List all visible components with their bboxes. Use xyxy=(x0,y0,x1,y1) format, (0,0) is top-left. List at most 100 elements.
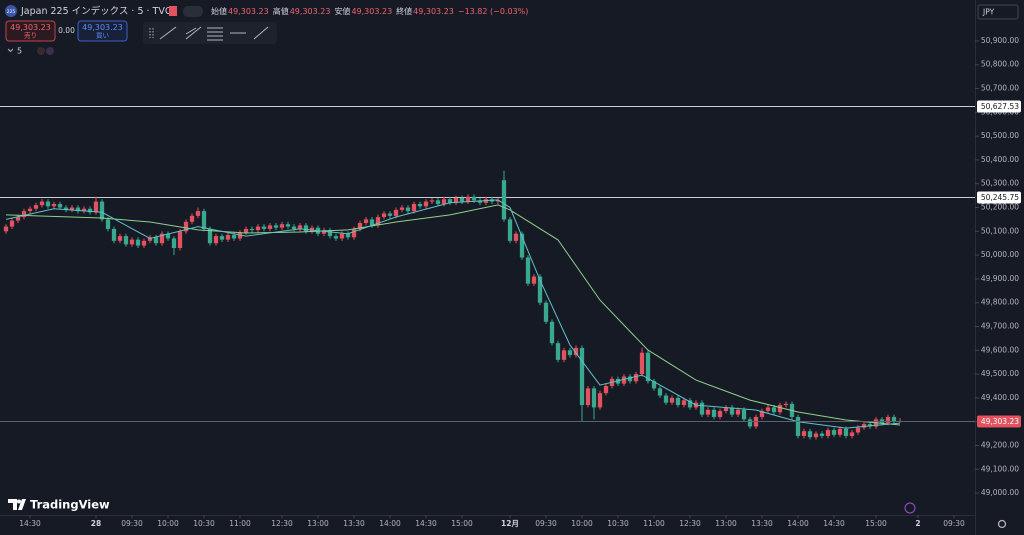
candle-body xyxy=(51,203,57,207)
candle-body xyxy=(507,219,513,241)
tool-trendline[interactable] xyxy=(159,26,177,40)
tool-extended[interactable] xyxy=(253,26,269,40)
candle-body xyxy=(33,205,39,209)
x-tick-label: 12月 xyxy=(501,519,519,528)
candle-body xyxy=(177,231,183,248)
logo-mark xyxy=(8,499,26,510)
x-tick-label: 14:30 xyxy=(19,519,41,528)
candle-body xyxy=(825,430,831,436)
y-tick-label: 49,500.00 xyxy=(981,369,1019,378)
x-tick-label: 14:00 xyxy=(379,519,401,528)
candle-body xyxy=(399,207,405,210)
candle-body xyxy=(417,203,423,207)
x-tick-label: 09:30 xyxy=(535,519,557,528)
y-tick-label: 49,800.00 xyxy=(981,298,1019,307)
candle-body xyxy=(375,217,381,226)
candle-body xyxy=(519,233,525,258)
symbol-title[interactable]: Japan 225 インデックス · 5 · TVC xyxy=(20,5,172,17)
candle-body xyxy=(297,225,303,229)
ohlc-value: 49,303.23 xyxy=(228,7,269,16)
candle-body xyxy=(201,211,207,229)
currency[interactable]: JPY xyxy=(982,8,995,17)
candle-body xyxy=(171,238,177,248)
y-tick-label: 50,700.00 xyxy=(981,84,1019,93)
candle-body xyxy=(561,350,567,360)
y-tick-label: 49,900.00 xyxy=(981,274,1019,283)
candle-body xyxy=(285,224,291,227)
candle-body xyxy=(621,376,627,384)
candle-body xyxy=(639,352,645,375)
candle-body xyxy=(321,230,327,234)
tool-ray[interactable] xyxy=(185,26,202,40)
candle-body xyxy=(189,215,195,222)
candle-body xyxy=(195,211,201,216)
candle-body xyxy=(795,416,801,436)
candle-body xyxy=(627,376,633,382)
flag-icon[interactable] xyxy=(169,6,177,16)
toggle[interactable] xyxy=(183,6,203,17)
y-tick-label: 50,300.00 xyxy=(981,179,1019,188)
last-price-box xyxy=(977,415,1021,428)
candle-body xyxy=(339,233,345,239)
indicator-link[interactable] xyxy=(46,47,54,55)
candle-body xyxy=(807,431,813,438)
x-tick-label: 11:00 xyxy=(643,519,665,528)
candle-body xyxy=(585,388,591,406)
candle-body xyxy=(261,226,267,229)
indicator-length: 5 xyxy=(17,47,22,56)
candle-body xyxy=(9,220,15,227)
x-tick-label: 14:30 xyxy=(823,519,845,528)
candle-body xyxy=(237,232,243,239)
candle-body xyxy=(135,239,141,246)
candle-body xyxy=(555,343,561,360)
candle-body xyxy=(231,234,237,239)
candle-body xyxy=(291,226,297,229)
x-tick-label: 13:00 xyxy=(715,519,737,528)
settings-icon[interactable] xyxy=(997,519,1007,529)
candle-body xyxy=(549,321,555,344)
y-tick-label: 49,000.00 xyxy=(981,488,1019,497)
candle-body xyxy=(111,228,117,241)
plot-area xyxy=(0,106,975,440)
candle-body xyxy=(387,213,393,216)
ohlc-value: 49,303.23 xyxy=(351,7,392,16)
candle-body xyxy=(681,400,687,406)
candle-body xyxy=(837,428,843,435)
candle-body xyxy=(93,201,99,213)
collapse-icon[interactable] xyxy=(7,48,14,53)
candle-body xyxy=(687,400,693,408)
buy-button[interactable] xyxy=(77,20,128,42)
candle-body xyxy=(717,411,723,417)
candle-body xyxy=(303,225,309,232)
y-tick-label: 50,200.00 xyxy=(981,203,1019,212)
x-tick-label: 14:30 xyxy=(415,519,437,528)
candle-body xyxy=(501,180,507,220)
x-tick-label: 12:30 xyxy=(679,519,701,528)
candle-body xyxy=(579,347,585,406)
candle-body xyxy=(573,347,579,356)
level-label: 50,627.53 xyxy=(981,102,1019,111)
x-tick-label: 28 xyxy=(91,519,101,528)
candle-body xyxy=(165,233,171,239)
candle-body xyxy=(69,207,75,210)
level-label: 50,245.75 xyxy=(981,193,1019,202)
candle-body xyxy=(699,402,705,415)
candle-body xyxy=(657,388,663,396)
candle-body xyxy=(783,403,789,406)
indicator-alert[interactable] xyxy=(37,47,45,55)
x-tick-label: 11:00 xyxy=(229,519,251,528)
replay-icon[interactable] xyxy=(904,502,916,514)
candle-body xyxy=(819,433,825,436)
candle-body xyxy=(471,196,477,201)
candle-body xyxy=(159,233,165,244)
sell-button[interactable] xyxy=(5,20,56,42)
x-tick-label: 10:00 xyxy=(571,519,593,528)
candle-body xyxy=(363,219,369,223)
candle-body xyxy=(423,201,429,207)
candle-body xyxy=(705,409,711,415)
logo-text: TradingView xyxy=(30,498,110,512)
candle-body xyxy=(267,225,273,229)
currency-box[interactable] xyxy=(977,4,1019,20)
tool-fib[interactable] xyxy=(207,27,223,41)
